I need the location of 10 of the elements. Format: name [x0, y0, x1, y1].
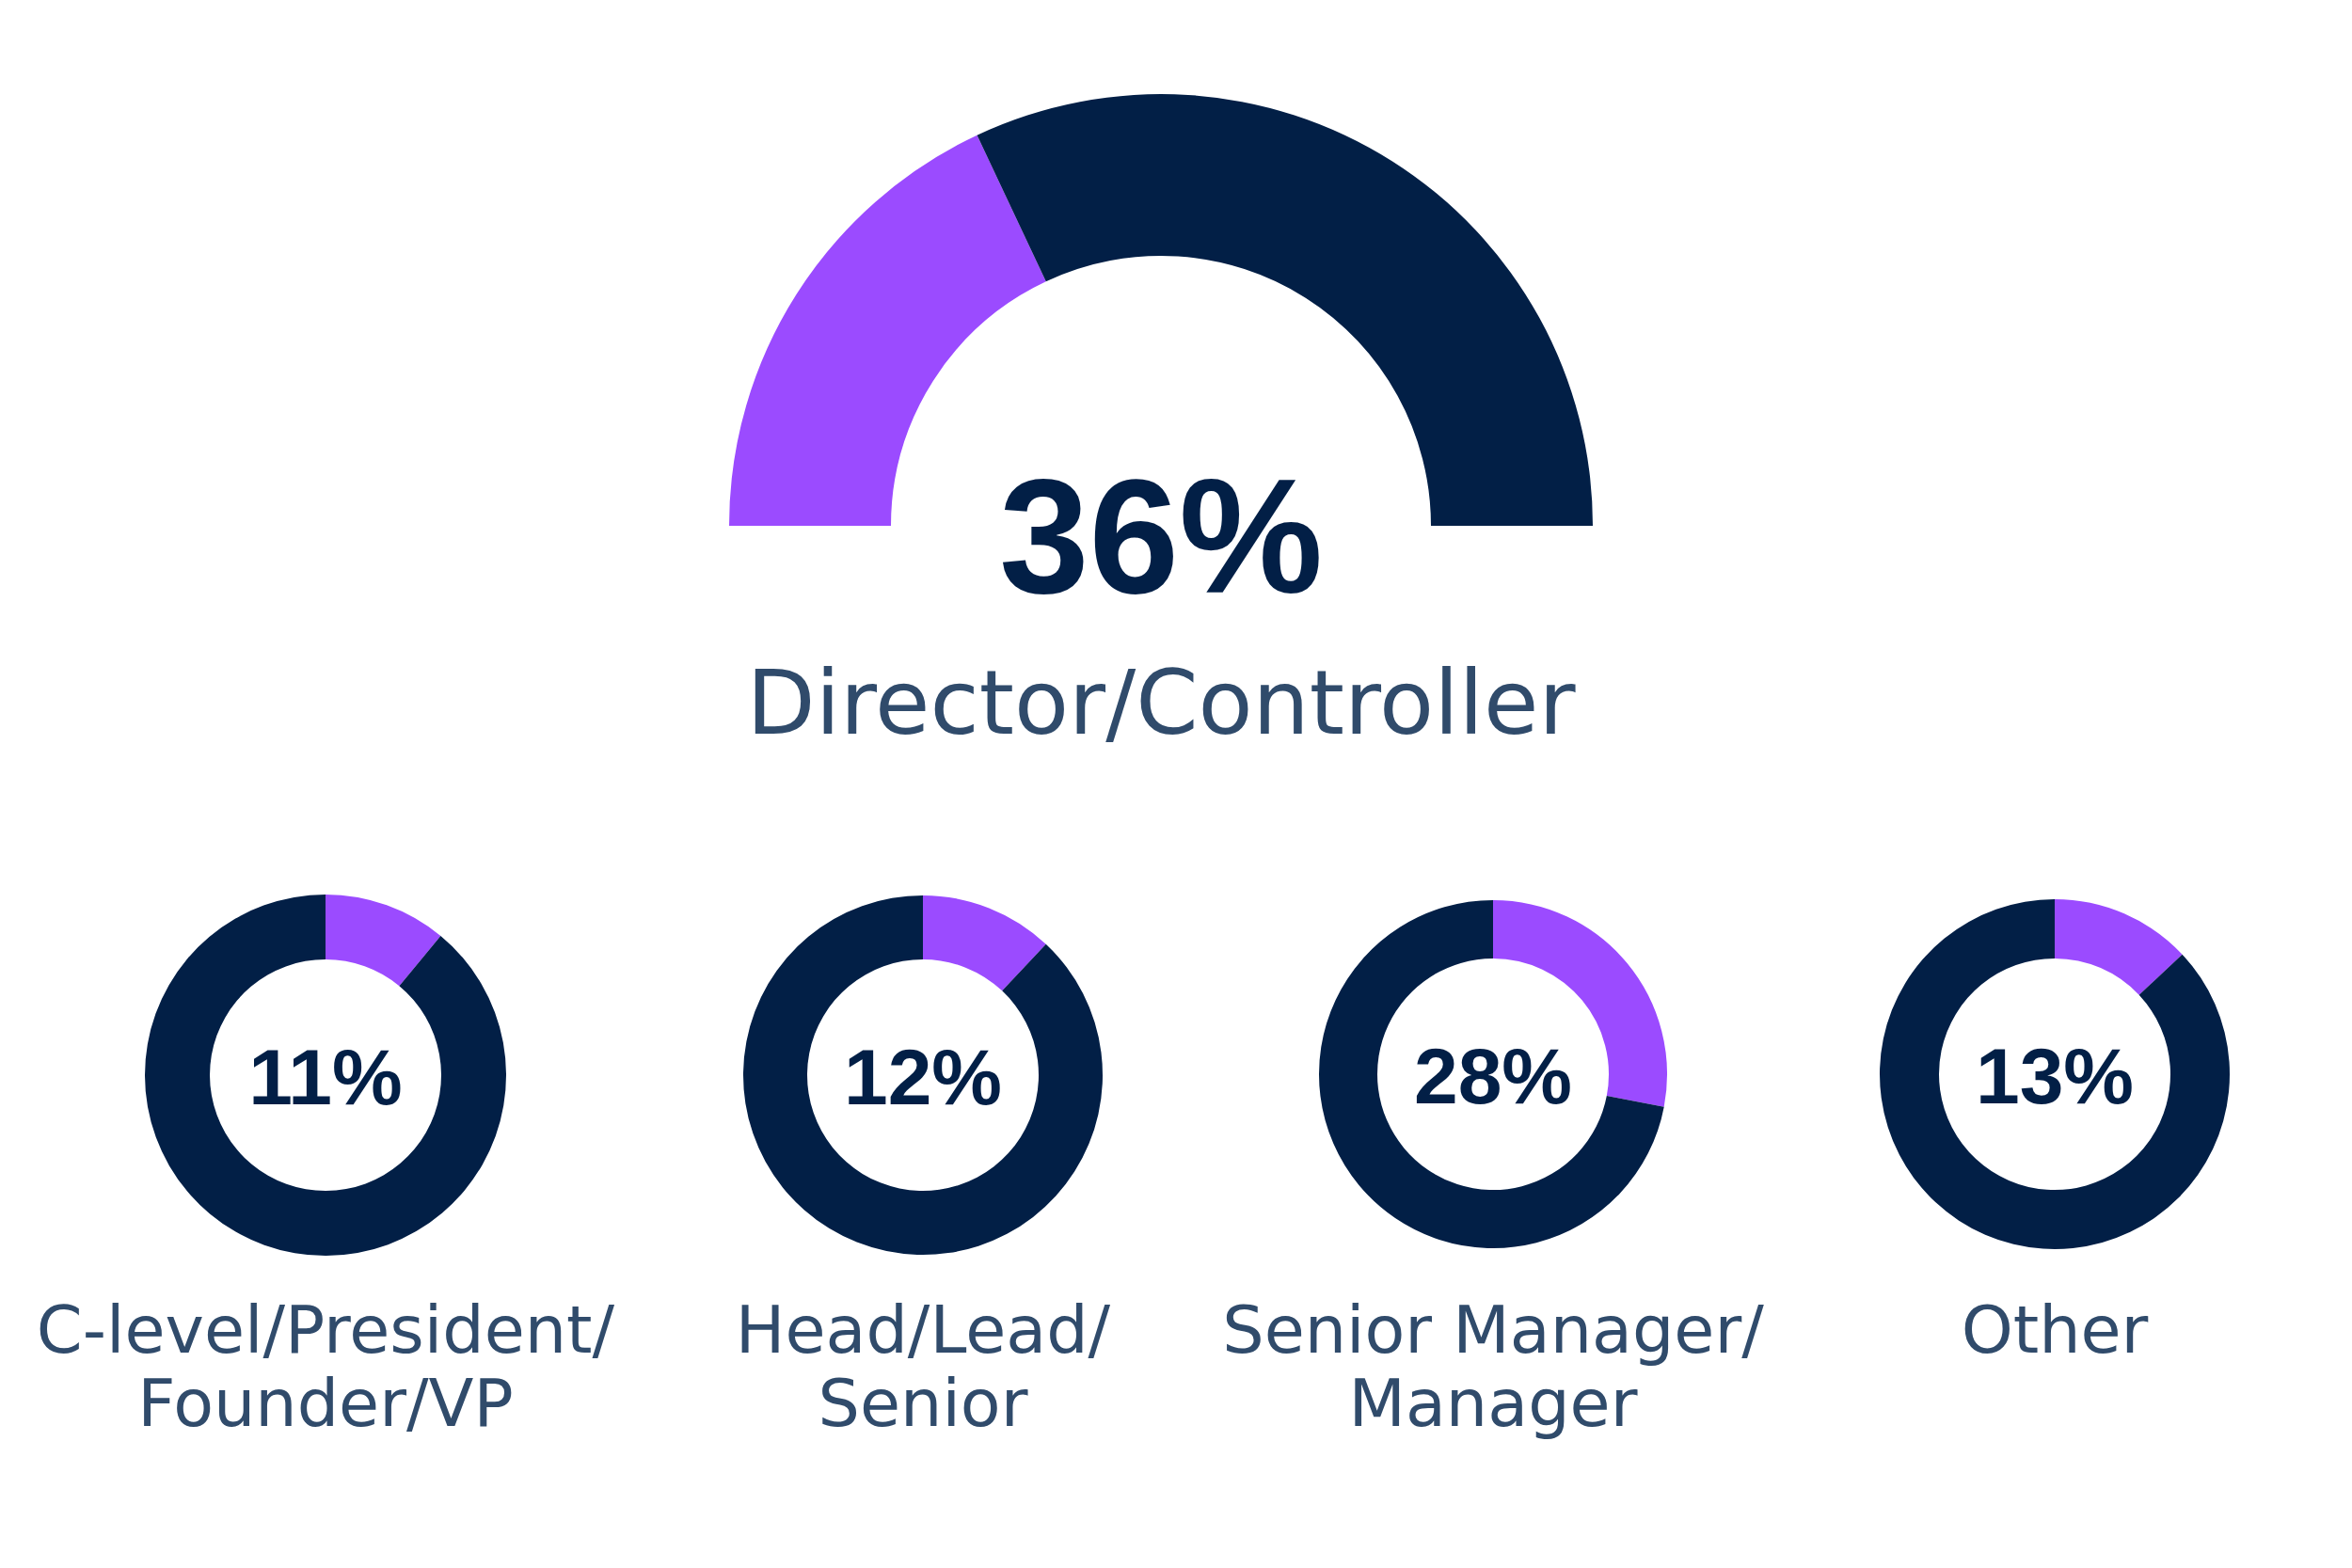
text: 11%	[248, 1033, 403, 1121]
text: 36%	[998, 446, 1324, 626]
text: Head/Lead/ Senior	[735, 1291, 1111, 1442]
text: Other	[1961, 1291, 2149, 1369]
text: Director/Controller	[746, 651, 1577, 754]
text: 13%	[1975, 1032, 2135, 1120]
text: 28%	[1413, 1032, 1573, 1120]
text: Senior Manager/ Manager	[1222, 1291, 1765, 1442]
text: 12%	[843, 1033, 1003, 1121]
text: C-level/President/ Founder/VP	[36, 1291, 615, 1442]
